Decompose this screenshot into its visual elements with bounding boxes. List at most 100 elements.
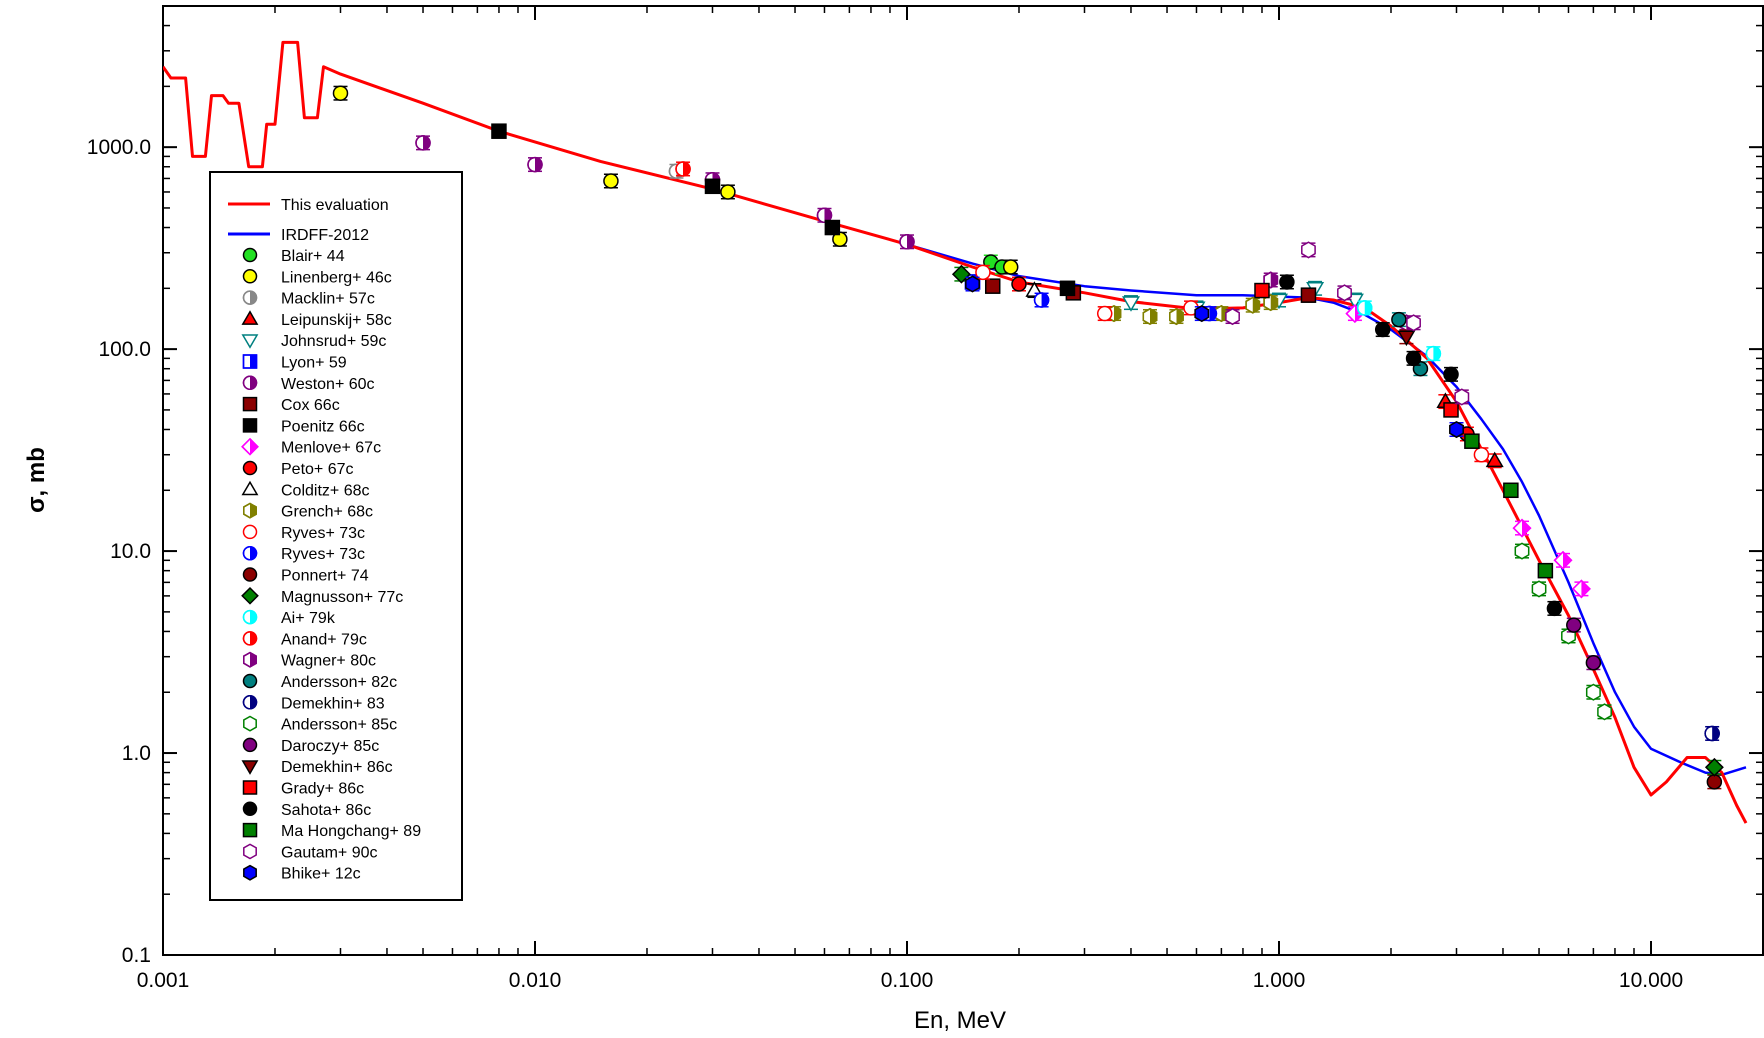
data-point-ai-79k [1356,300,1373,316]
data-point-peto-67c [1011,276,1027,292]
legend-marker [242,631,258,646]
data-point-sahota-86c [1546,600,1563,617]
data-point-ryves-73c [975,264,991,281]
legend-label: Grady+ 86c [281,781,364,798]
legend-label: Bhike+ 12c [281,866,361,883]
legend-item-sahota-86c: Sahota+ 86c [242,801,371,819]
legend-item-macklin-57c: Macklin+ 57c [242,290,375,308]
legend-label: Blair+ 44 [281,248,345,265]
legend-item-ponnert-74: Ponnert+ 74 [242,567,369,585]
legend-label: Johnsrud+ 59c [281,333,386,350]
data-point-grench-68c [1142,307,1158,326]
legend: This evaluation IRDFF-2012 Blair+ 44 Linenb… [209,171,463,901]
data-point-gautam-90c [1406,314,1421,332]
legend-marker [241,437,259,456]
legend-label: Leipunskij+ 58c [281,312,392,329]
data-point-menlove-67c [1553,550,1573,570]
legend-marker [242,354,258,369]
legend-marker [242,247,258,263]
legend-marker [242,780,258,795]
legend-label: IRDFF-2012 [281,227,369,244]
legend-item-wagner-80c: Wagner+ 80c [243,651,376,670]
legend-item-ryves-73c: Ryves+ 73c [242,524,365,542]
data-point-ryves-73c [1473,446,1490,463]
data-point-johnsrud-59c [1121,296,1141,312]
legend-label: Weston+ 60c [281,376,375,393]
legend-label: Sahota+ 86c [281,802,371,819]
x-tick-label: 10.000 [1619,969,1683,992]
data-point-grench-68c [1169,307,1184,326]
data-point-grady-86c [1254,282,1270,299]
legend-marker [243,864,257,881]
legend-item-cox-66c: Cox 66c [242,396,340,414]
legend-item-poenitz-66c: Poenitz 66c [242,418,365,435]
legend-item-this-evaluation: This evaluation [228,197,389,214]
legend-item-linenberg-46c: Linenberg+ 46c [242,269,392,286]
data-point-demekhin-83 [1704,725,1720,742]
legend-item-anand-79c: Anand+ 79c [242,631,367,648]
data-point-ryves-73c [1096,305,1113,322]
data-point-sahota-86c [1443,366,1459,383]
y-tick-label: 100.0 [98,338,151,361]
data-point-ai-79k [1425,345,1442,362]
legend-marker [242,418,258,433]
legend-marker [241,480,259,496]
legend-marker [242,695,258,710]
x-axis: 0.001 0.010 0.100 1.000 10.000 [137,6,1683,992]
y-tick-label: 1.0 [122,742,151,765]
data-point-weston-60c [899,234,915,250]
y-axis: 0.1 1.0 10.0 100.0 1000.0 [87,24,1763,967]
plot-frame [162,5,1764,956]
data-point-ma-hongchang-89 [1464,433,1480,449]
legend-marker [242,524,258,540]
legend-item-andersson-85c: Andersson+ 85c [243,715,397,734]
data-point-andersson-85c [1585,683,1601,701]
data-point-cox-66c [1300,287,1317,303]
data-point-andersson-85c [1597,703,1612,721]
data-point-daroczy-85c [1585,654,1602,671]
legend-item-magnusson-77c: Magnusson+ 77c [241,586,403,606]
legend-item-lyon-59: Lyon+ 59 [242,354,347,372]
data-point-poenitz-66c [824,219,841,236]
data-point-grady-86c [1443,402,1459,418]
data-point-sahota-86c [1374,321,1391,338]
legend-label: Linenberg+ 46c [281,269,392,286]
legend-item-gautam-90c: Gautam+ 90c [243,843,378,861]
legend-item-demekhin-86c: Demekhin+ 86c [241,759,393,776]
legend-label: Macklin+ 57c [281,291,375,308]
data-point-anand-79c [675,161,691,177]
data-point-magnusson-77c [1704,757,1724,777]
legend-label: Menlove+ 67c [281,440,381,457]
legend-label: Peto+ 67c [281,461,354,478]
data-point-poenitz-66c [491,123,507,139]
data-point-linenberg-46c [332,85,349,101]
data-point-weston-60c [527,156,543,173]
data-point-gautam-90c [1337,284,1352,302]
legend-label: Gautam+ 90c [281,844,378,861]
data-point-ma-hongchang-89 [1537,562,1554,579]
legend-label: Grench+ 68c [281,504,373,521]
legend-marker [241,760,259,775]
legend-label: This evaluation [281,197,389,214]
legend-marker [241,586,259,605]
data-point-andersson-85c [1514,542,1530,560]
data-point-linenberg-46c [720,184,736,200]
legend-label: Anand+ 79c [281,631,367,648]
legend-marker [243,651,257,668]
legend-marker [243,715,257,732]
legend-label: Lyon+ 59 [281,355,347,372]
data-point-poenitz-66c [1059,280,1076,297]
legend-marker [241,334,259,349]
data-point-demekhin-86c [1397,330,1416,347]
data-point-gautam-90c [1301,241,1316,259]
legend-marker [242,737,258,753]
legend-label: Ryves+ 73c [281,546,365,563]
legend-label: Ryves+ 73c [281,525,365,542]
legend-item-ma-hongchang-89: Ma Hongchang+ 89 [242,822,421,840]
data-point-ryves-73c [1033,292,1050,308]
legend-marker [242,822,258,838]
legend-label: Ai+ 79k [281,610,336,627]
legend-label: Colditz+ 68c [281,482,370,499]
legend-item-grady-86c: Grady+ 86c [242,780,364,798]
